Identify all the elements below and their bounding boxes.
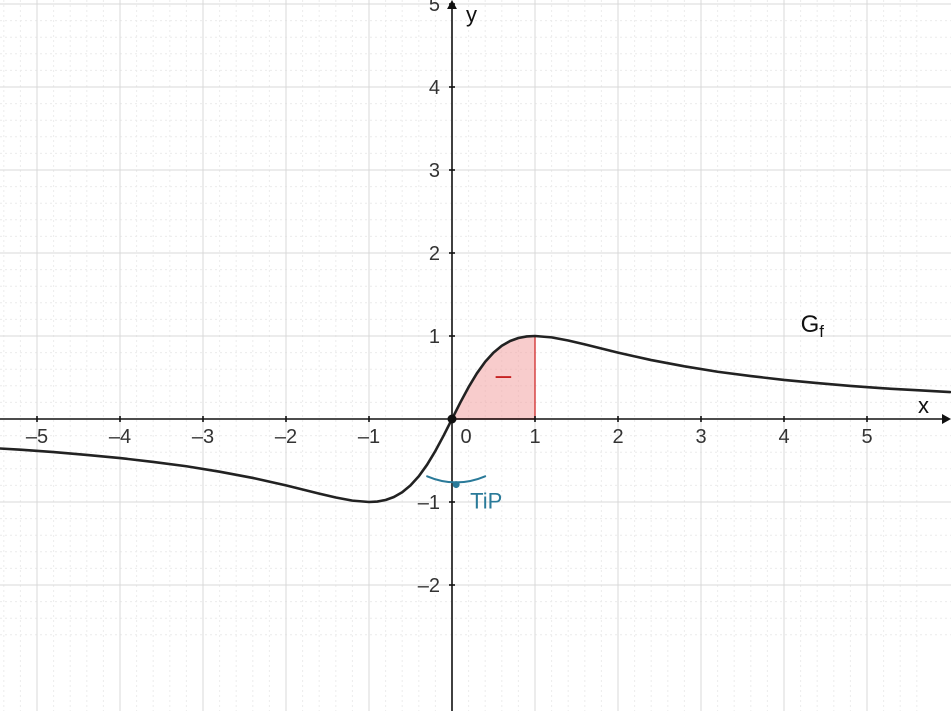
x-tick-label: –3 — [192, 426, 214, 448]
x-tick-label: –4 — [109, 426, 131, 448]
x-tick-label: –2 — [275, 426, 297, 448]
y-tick-label: –1 — [418, 492, 440, 514]
y-tick-label: 3 — [429, 160, 440, 182]
y-tick-label: 5 — [429, 0, 440, 16]
y-tick-label: 2 — [429, 243, 440, 265]
plot-canvas: –5–4–3–2–112345–2–1123450xyGf–TiP — [0, 0, 951, 711]
x-tick-label: 1 — [529, 426, 540, 448]
region-minus-label: – — [496, 359, 512, 390]
tip-point-icon — [453, 481, 460, 488]
tip-label: TiP — [470, 489, 502, 514]
y-axis-label: y — [466, 2, 477, 27]
plot-svg: –5–4–3–2–112345–2–1123450xyGf–TiP — [0, 0, 951, 711]
y-tick-label: –2 — [418, 575, 440, 597]
x-tick-label: 2 — [612, 426, 623, 448]
origin-label: 0 — [460, 426, 471, 448]
y-tick-label: 1 — [429, 326, 440, 348]
x-tick-label: 3 — [695, 426, 706, 448]
y-tick-label: 4 — [429, 77, 440, 99]
x-tick-label: 4 — [778, 426, 789, 448]
x-axis-label: x — [918, 393, 929, 418]
x-tick-label: –1 — [358, 426, 380, 448]
x-tick-label: –5 — [26, 426, 48, 448]
x-tick-label: 5 — [861, 426, 872, 448]
origin-point-icon — [448, 415, 457, 424]
